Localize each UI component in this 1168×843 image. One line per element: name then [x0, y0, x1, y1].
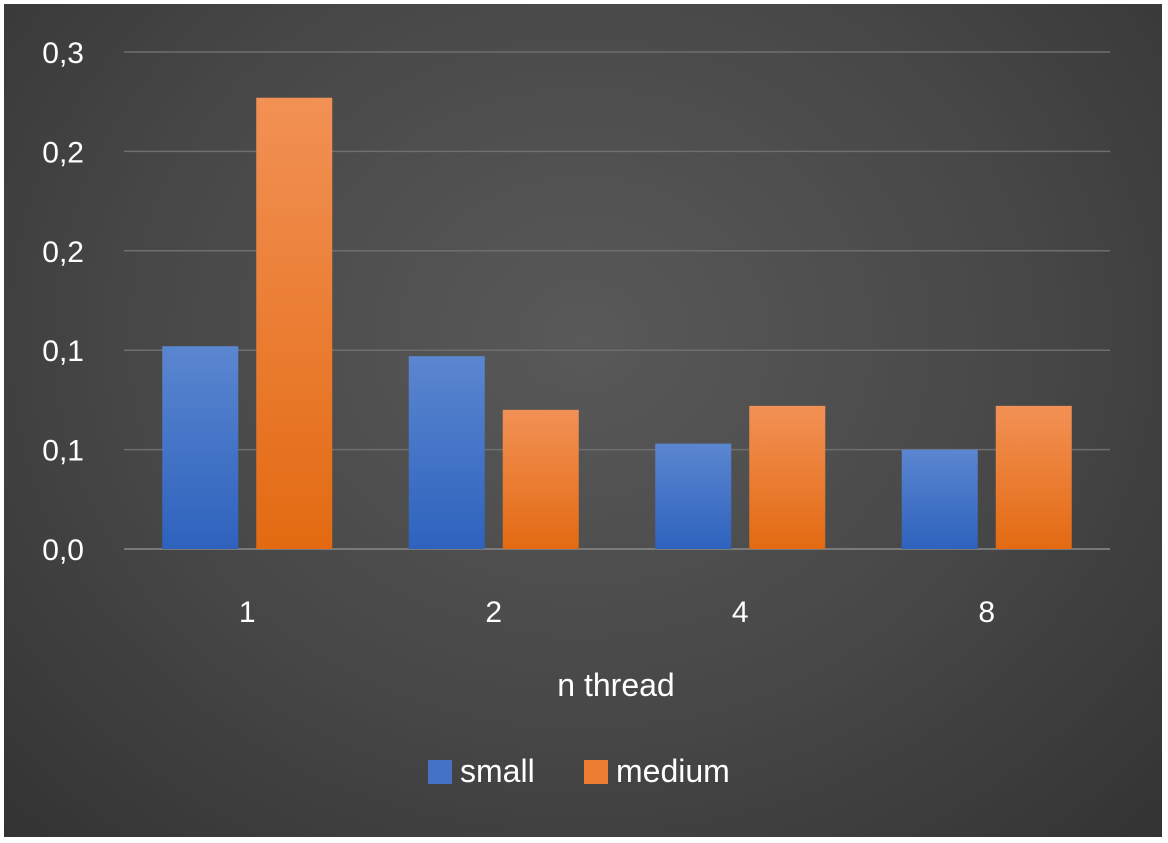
bars: [162, 97, 1072, 549]
y-tick-label: 0,2: [42, 236, 84, 269]
bar-small-4: [655, 443, 732, 549]
x-tick-label: 2: [485, 596, 502, 629]
legend-label-medium: medium: [616, 753, 730, 789]
y-tick-label: 0,1: [42, 435, 84, 468]
x-tick-label: 8: [978, 596, 995, 629]
x-axis-title: n thread: [557, 667, 674, 703]
y-tick-label: 0,2: [42, 136, 84, 169]
bar-medium-8: [995, 405, 1072, 549]
legend-swatch-medium: [584, 760, 608, 784]
chart-frame: 0,0 0,1 0,1 0,2 0,2 0,3 1 2 4 8 n thread small me…: [4, 4, 1162, 837]
bar-small-2: [408, 356, 485, 549]
y-tick-label: 0,3: [42, 37, 84, 70]
y-tick-label: 0,0: [42, 534, 84, 567]
bar-medium-1: [256, 97, 333, 549]
bar-small-1: [162, 346, 239, 549]
legend-swatch-small: [428, 760, 452, 784]
bar-chart: 0,0 0,1 0,1 0,2 0,2 0,3 1 2 4 8 n thread small me…: [42, 37, 1110, 789]
y-axis-ticks: 0,0 0,1 0,1 0,2 0,2 0,3: [42, 37, 84, 567]
bar-medium-2: [502, 409, 579, 549]
x-axis-ticks: 1 2 4 8: [239, 596, 995, 629]
legend-label-small: small: [460, 753, 535, 789]
x-tick-label: 4: [732, 596, 749, 629]
x-tick-label: 1: [239, 596, 256, 629]
y-tick-label: 0,1: [42, 335, 84, 368]
bar-small-8: [901, 449, 978, 549]
legend: small medium: [428, 753, 730, 789]
bar-medium-4: [749, 405, 826, 549]
